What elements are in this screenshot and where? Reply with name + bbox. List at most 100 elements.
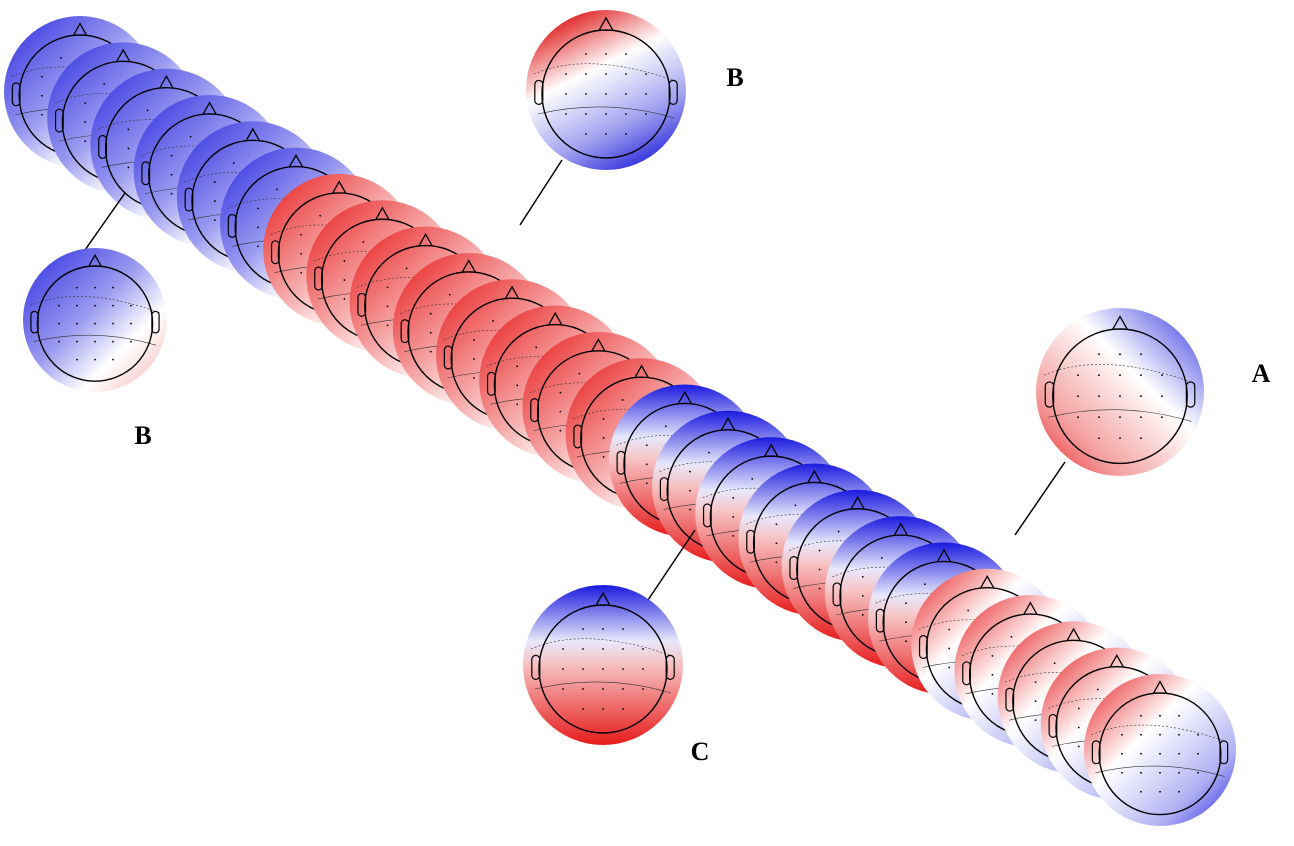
contour <box>1095 765 1225 777</box>
nose <box>850 496 866 510</box>
electrode <box>582 668 584 670</box>
electrode <box>1140 790 1142 793</box>
electrode <box>41 113 43 116</box>
electrode <box>1140 395 1142 398</box>
electrode <box>103 83 106 86</box>
electrode <box>1077 745 1080 748</box>
nose <box>461 259 477 273</box>
electrode <box>1053 662 1056 665</box>
electrode <box>386 324 389 327</box>
electrode <box>448 293 451 296</box>
electrode <box>1140 714 1142 717</box>
nose <box>936 548 952 563</box>
electrode <box>1159 771 1161 774</box>
map-disc <box>23 248 167 392</box>
electrode <box>642 668 644 670</box>
nose <box>1152 680 1168 695</box>
electrode <box>1077 374 1079 377</box>
electrode <box>1161 395 1163 398</box>
electrode <box>112 286 114 289</box>
electrode <box>645 444 648 447</box>
nose <box>87 253 103 268</box>
electrode <box>582 708 584 710</box>
nose <box>1022 601 1038 616</box>
electrode <box>622 668 624 670</box>
electrode <box>1077 416 1079 419</box>
electrode <box>405 267 408 270</box>
electrode <box>319 214 322 217</box>
ear <box>616 450 626 475</box>
ear <box>11 82 21 107</box>
electrode <box>837 530 840 533</box>
map-disc <box>523 585 683 745</box>
electrode <box>1077 395 1079 398</box>
contour <box>1048 409 1192 422</box>
nose <box>763 443 779 458</box>
ear <box>531 654 541 681</box>
electrode <box>1140 416 1142 419</box>
head-outline <box>541 29 671 159</box>
electrode <box>127 128 130 131</box>
electrode <box>585 53 587 55</box>
ear <box>918 634 928 659</box>
electrode <box>300 233 303 236</box>
electrode <box>232 162 235 164</box>
contour <box>534 681 672 694</box>
electrode <box>562 688 564 690</box>
electrode <box>605 133 607 135</box>
electrode <box>1159 752 1161 755</box>
ear <box>702 503 712 528</box>
contour <box>1044 364 1196 384</box>
nose <box>547 311 563 326</box>
electrode <box>1178 790 1180 793</box>
ear <box>151 310 160 334</box>
ear <box>875 608 885 633</box>
electrode <box>473 339 475 341</box>
head-outline <box>538 604 668 734</box>
electrode <box>622 708 624 710</box>
electrode <box>1140 353 1142 356</box>
electrode <box>130 322 132 325</box>
electrode <box>578 372 581 375</box>
electrode <box>257 226 259 229</box>
electrode <box>300 252 303 255</box>
electrode <box>775 542 778 545</box>
ear <box>486 371 496 396</box>
electrode <box>689 489 691 492</box>
topomap <box>1036 308 1204 476</box>
electrode <box>861 575 864 578</box>
ear <box>789 556 799 581</box>
electrode <box>1197 771 1199 774</box>
electrode <box>1077 726 1080 729</box>
ear <box>1044 381 1055 408</box>
ear <box>98 134 107 159</box>
electrode <box>127 166 130 169</box>
electrode <box>429 331 432 334</box>
electrode <box>642 648 644 650</box>
electrode <box>751 478 754 480</box>
topomap-chain <box>4 16 1236 826</box>
ear <box>832 582 842 607</box>
electrode <box>112 340 114 343</box>
electrode <box>582 688 584 690</box>
electrode <box>602 648 604 650</box>
electrode <box>642 688 644 690</box>
electrode <box>602 628 604 630</box>
electrode <box>948 647 951 650</box>
electrode <box>689 508 691 511</box>
electrode <box>622 648 624 650</box>
electrode <box>1159 714 1161 717</box>
electrode <box>775 561 778 564</box>
electrode <box>516 365 519 368</box>
electrode <box>1178 771 1180 774</box>
electrode <box>1197 752 1199 755</box>
electrode <box>343 260 346 262</box>
electrode <box>645 482 648 485</box>
ear <box>357 292 367 317</box>
electrode <box>1098 374 1100 377</box>
electrode <box>905 621 907 624</box>
electrode <box>861 613 864 616</box>
head-outline <box>36 265 154 382</box>
electrode <box>948 666 951 669</box>
